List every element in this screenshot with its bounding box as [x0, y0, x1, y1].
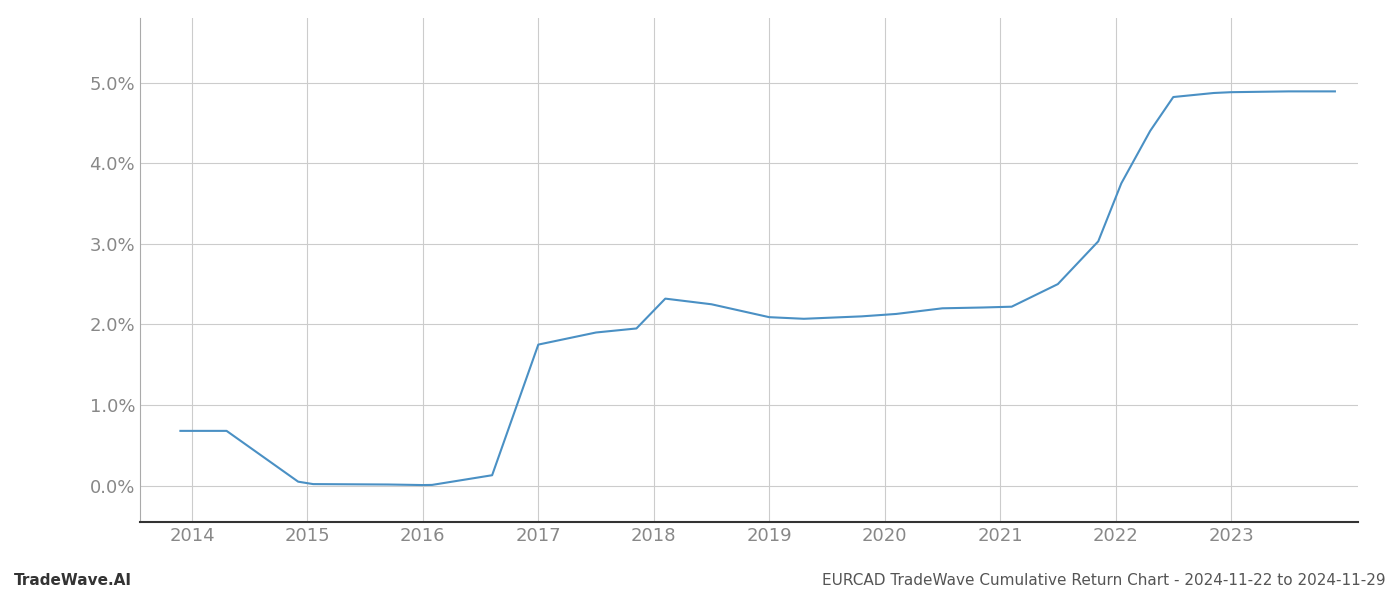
Text: EURCAD TradeWave Cumulative Return Chart - 2024-11-22 to 2024-11-29: EURCAD TradeWave Cumulative Return Chart… [822, 573, 1386, 588]
Text: TradeWave.AI: TradeWave.AI [14, 573, 132, 588]
